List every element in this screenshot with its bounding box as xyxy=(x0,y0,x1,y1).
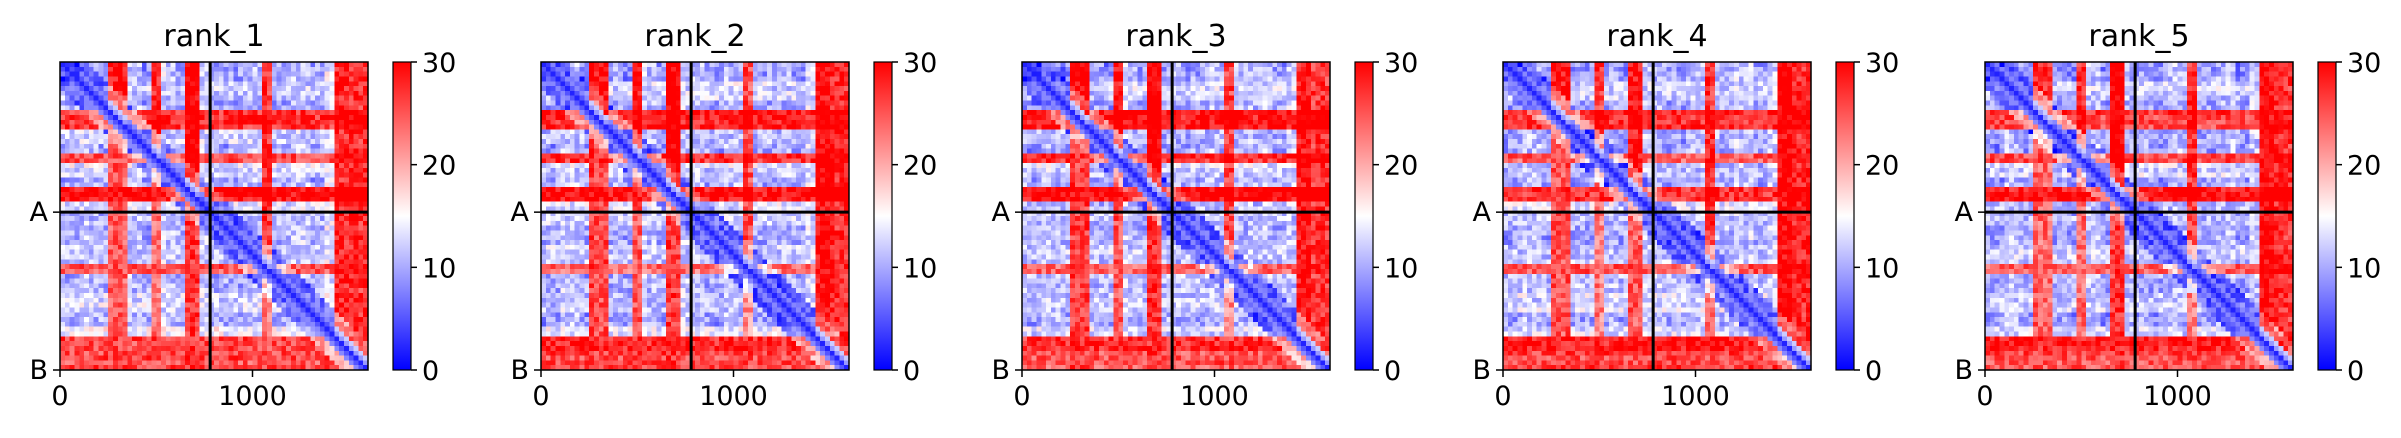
colorbar xyxy=(392,61,412,371)
panel-title: rank_3 xyxy=(1125,19,1226,54)
axes-frame xyxy=(1502,61,1812,371)
x-tick-label: 1000 xyxy=(1661,381,1730,412)
colorbar xyxy=(1835,61,1855,371)
axes-frame xyxy=(540,61,850,371)
colorbar xyxy=(1354,61,1374,371)
colorbar-tick-label: 30 xyxy=(903,48,937,79)
colorbar-tick-label: 0 xyxy=(903,356,920,387)
colorbar-tick-label: 10 xyxy=(1384,253,1418,284)
colorbar-tick-label: 20 xyxy=(422,151,456,182)
pae-heatmap xyxy=(60,62,368,370)
x-tick-label: 1000 xyxy=(2143,381,2212,412)
y-tick-label: B xyxy=(29,355,48,386)
colorbar-tick-label: 20 xyxy=(2347,151,2381,182)
colorbar-tick-label: 10 xyxy=(422,253,456,284)
panel-title: rank_5 xyxy=(2088,19,2189,54)
pae-heatmap xyxy=(1022,62,1330,370)
x-tick-label: 1000 xyxy=(699,381,768,412)
colorbar-tick-label: 30 xyxy=(2347,48,2381,79)
axes-frame xyxy=(59,61,369,371)
x-tick-label: 0 xyxy=(51,381,68,412)
colorbar-tick-label: 10 xyxy=(2347,253,2381,284)
colorbar-tick-label: 10 xyxy=(903,253,937,284)
colorbar-tick-label: 10 xyxy=(1865,253,1899,284)
colorbar xyxy=(2317,61,2337,371)
panel-title: rank_1 xyxy=(163,19,264,54)
x-tick-label: 0 xyxy=(1976,381,1993,412)
y-tick-label: B xyxy=(991,355,1010,386)
y-tick-label: A xyxy=(1955,197,1974,228)
panel-title: rank_4 xyxy=(1606,19,1707,54)
colorbar-tick-label: 0 xyxy=(1384,356,1401,387)
pae-heatmap xyxy=(541,62,849,370)
panel-title: rank_2 xyxy=(644,19,745,54)
y-tick-label: B xyxy=(1954,355,1973,386)
colorbar-tick-label: 20 xyxy=(903,151,937,182)
colorbar-tick-label: 20 xyxy=(1865,151,1899,182)
colorbar-tick-label: 30 xyxy=(1384,48,1418,79)
y-tick-label: B xyxy=(1472,355,1491,386)
colorbar-tick-label: 30 xyxy=(1865,48,1899,79)
colorbar-tick-label: 30 xyxy=(422,48,456,79)
colorbar xyxy=(873,61,893,371)
x-tick-label: 1000 xyxy=(218,381,287,412)
pae-heatmap xyxy=(1985,62,2293,370)
axes-frame xyxy=(1984,61,2294,371)
colorbar-tick-label: 0 xyxy=(2347,356,2364,387)
colorbar-tick-label: 0 xyxy=(1865,356,1882,387)
x-tick-label: 0 xyxy=(532,381,549,412)
axes-frame xyxy=(1021,61,1331,371)
colorbar-tick-label: 0 xyxy=(422,356,439,387)
x-tick-label: 1000 xyxy=(1180,381,1249,412)
y-tick-label: A xyxy=(992,197,1011,228)
y-tick-label: B xyxy=(510,355,529,386)
y-tick-label: A xyxy=(1473,197,1492,228)
y-tick-label: A xyxy=(511,197,530,228)
x-tick-label: 0 xyxy=(1494,381,1511,412)
y-tick-label: A xyxy=(30,197,49,228)
pae-heatmap xyxy=(1503,62,1811,370)
x-tick-label: 0 xyxy=(1013,381,1030,412)
colorbar-tick-label: 20 xyxy=(1384,151,1418,182)
